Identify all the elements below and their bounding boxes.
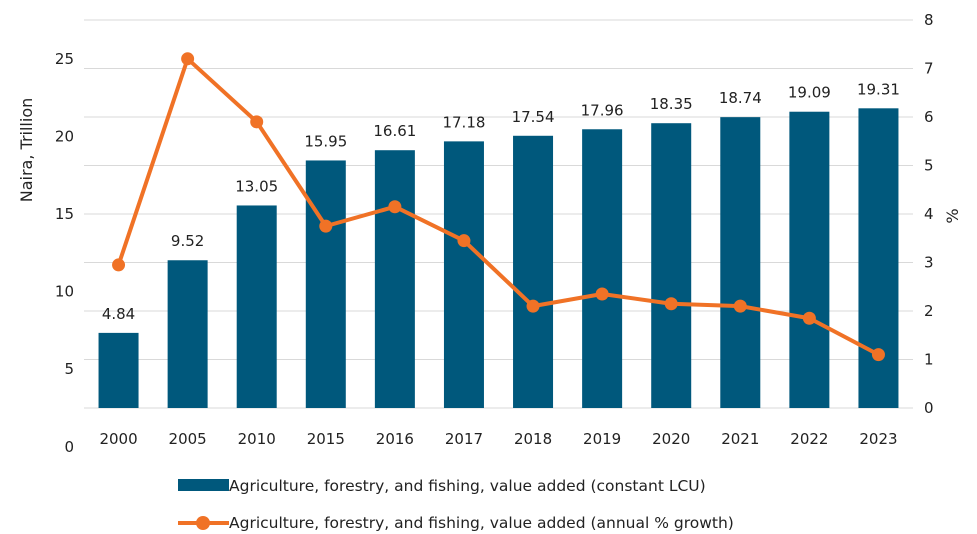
line-point xyxy=(526,299,540,313)
left-axis-ticks: 0 5 10 15 20 25 xyxy=(55,50,74,456)
x-axis-ticks: 2000 2005 2010 2015 2016 2017 2018 2019 2020 2021… xyxy=(99,430,897,448)
bar xyxy=(582,129,623,408)
right-tick-label: 3 xyxy=(924,254,934,272)
legend: Agriculture, forestry, and fishing, valu… xyxy=(178,477,734,532)
line-point xyxy=(802,311,816,325)
right-tick-label: 5 xyxy=(924,157,934,175)
bar xyxy=(443,141,484,408)
bar-value-label: 18.35 xyxy=(650,95,693,113)
right-tick-label: 0 xyxy=(924,399,934,417)
bar-data-labels: 4.84 9.52 13.05 15.95 16.61 17.18 17.54 17.96 18… xyxy=(102,80,900,323)
x-tick-label: 2019 xyxy=(583,430,621,448)
gridlines xyxy=(84,19,913,409)
bar-value-label: 18.74 xyxy=(719,89,762,107)
right-tick-label: 4 xyxy=(924,205,934,223)
bar xyxy=(167,260,208,408)
bar-value-label: 15.95 xyxy=(304,132,347,150)
bar xyxy=(651,123,692,408)
left-axis-title: Naira, Trillion xyxy=(17,98,36,202)
bar-value-label: 16.61 xyxy=(373,122,416,140)
left-tick-label: 10 xyxy=(55,283,74,301)
bar-value-label: 17.18 xyxy=(442,113,485,131)
x-tick-label: 2022 xyxy=(790,430,828,448)
x-tick-label: 2005 xyxy=(169,430,207,448)
line-point xyxy=(181,52,195,66)
bar xyxy=(374,150,415,408)
bar-value-label: 17.54 xyxy=(512,108,555,126)
line-point xyxy=(388,200,402,214)
right-tick-label: 1 xyxy=(924,351,934,369)
growth-line xyxy=(116,56,880,357)
x-tick-label: 2023 xyxy=(859,430,897,448)
x-tick-label: 2015 xyxy=(307,430,345,448)
line-point xyxy=(457,234,471,248)
bar xyxy=(236,205,277,408)
right-tick-label: 8 xyxy=(924,11,934,29)
right-tick-label: 6 xyxy=(924,108,934,126)
bar-value-label: 19.09 xyxy=(788,84,831,102)
bar xyxy=(513,135,554,408)
right-tick-label: 7 xyxy=(924,60,934,78)
line-point xyxy=(250,115,264,129)
x-tick-label: 2020 xyxy=(652,430,690,448)
bar xyxy=(98,332,139,408)
legend-swatch-marker xyxy=(196,516,210,530)
line-point xyxy=(319,219,333,233)
line-point xyxy=(871,348,885,362)
right-axis-ticks: 0 1 2 3 4 5 6 7 8 xyxy=(924,11,934,417)
x-tick-label: 2018 xyxy=(514,430,552,448)
bar-value-label: 13.05 xyxy=(235,177,278,195)
left-tick-label: 15 xyxy=(55,205,74,223)
bar-value-label: 9.52 xyxy=(171,232,204,250)
x-tick-label: 2000 xyxy=(99,430,137,448)
x-tick-label: 2021 xyxy=(721,430,759,448)
bar xyxy=(720,117,761,408)
legend-label-bars: Agriculture, forestry, and fishing, valu… xyxy=(229,477,706,495)
right-tick-label: 2 xyxy=(924,302,934,320)
bar-value-label: 17.96 xyxy=(581,101,624,119)
bar-series xyxy=(98,108,899,408)
x-tick-label: 2016 xyxy=(376,430,414,448)
right-axis-title: % xyxy=(943,208,962,223)
bar xyxy=(305,160,346,408)
left-tick-label: 0 xyxy=(64,438,74,456)
x-tick-label: 2017 xyxy=(445,430,483,448)
left-tick-label: 20 xyxy=(55,127,74,145)
line-point xyxy=(733,299,747,313)
line-point xyxy=(664,297,678,311)
bar-value-label: 19.31 xyxy=(857,80,900,98)
line-series xyxy=(112,52,885,362)
left-tick-label: 5 xyxy=(64,360,74,378)
line-point xyxy=(595,287,609,301)
line-point xyxy=(112,258,126,272)
left-tick-label: 25 xyxy=(55,50,74,68)
bar xyxy=(858,108,899,408)
legend-label-line: Agriculture, forestry, and fishing, valu… xyxy=(229,514,734,532)
bar xyxy=(789,111,830,408)
legend-swatch-bars xyxy=(178,479,229,491)
bar-value-label: 4.84 xyxy=(102,305,135,323)
x-tick-label: 2010 xyxy=(238,430,276,448)
